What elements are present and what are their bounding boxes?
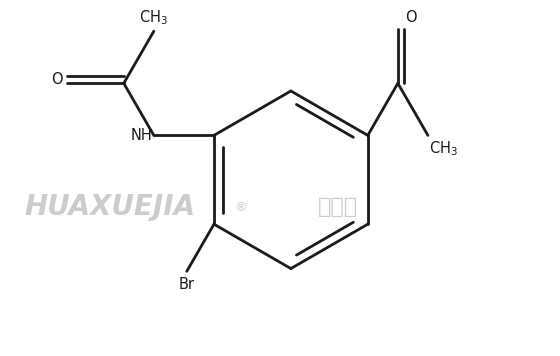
Text: HUAXUEJIA: HUAXUEJIA (24, 193, 195, 221)
Text: CH$_3$: CH$_3$ (430, 140, 458, 158)
Text: O: O (51, 72, 62, 87)
Text: ®: ® (234, 201, 246, 214)
Text: CH$_3$: CH$_3$ (139, 8, 169, 27)
Text: O: O (405, 10, 417, 25)
Text: Br: Br (179, 277, 195, 292)
Text: 化学加: 化学加 (318, 197, 358, 217)
Text: NH: NH (130, 128, 152, 143)
